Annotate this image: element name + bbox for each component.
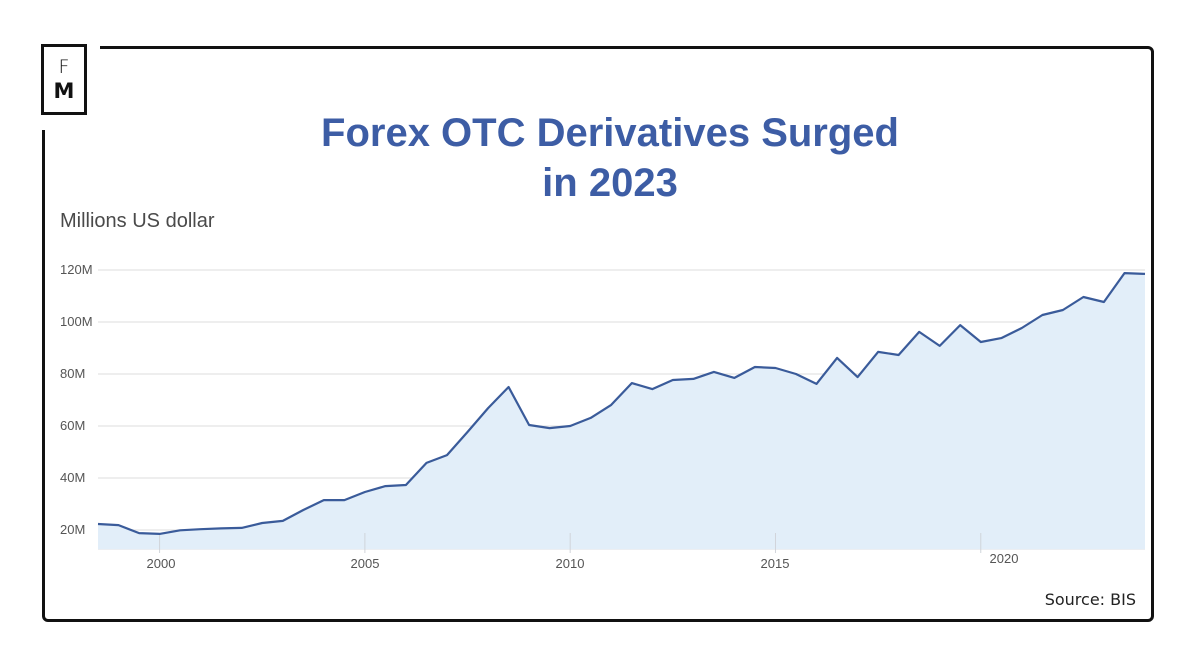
fm-logo: F M [41,44,87,115]
y-tick-60: 60M [60,418,86,433]
source-note: Source: BIS [1044,590,1136,609]
y-tick-100: 100M [60,314,93,329]
area-fill [98,273,1145,549]
x-tick-2005: 2005 [350,556,380,571]
chart-title-line1: Forex OTC Derivatives Surged [321,111,899,155]
logo-letter-m: M [53,79,75,103]
x-tick-2000: 2000 [146,556,176,571]
data-line [97,272,1146,536]
chart-title: Forex OTC Derivatives Surged in 2023 [200,108,1020,208]
y-axis-label: Millions US dollar [60,210,215,232]
y-tick-120: 120M [60,262,93,277]
x-tick-2015: 2015 [760,556,790,571]
y-tick-20: 20M [60,522,86,537]
x-tick-2010: 2010 [555,556,585,571]
x-tick-marks [159,533,982,553]
logo-letter-f: F [58,56,70,78]
x-tick-2020: 2020 [989,551,1019,566]
y-tick-40: 40M [60,470,86,485]
chart-title-line2: in 2023 [542,161,678,205]
y-tick-80: 80M [60,366,86,381]
